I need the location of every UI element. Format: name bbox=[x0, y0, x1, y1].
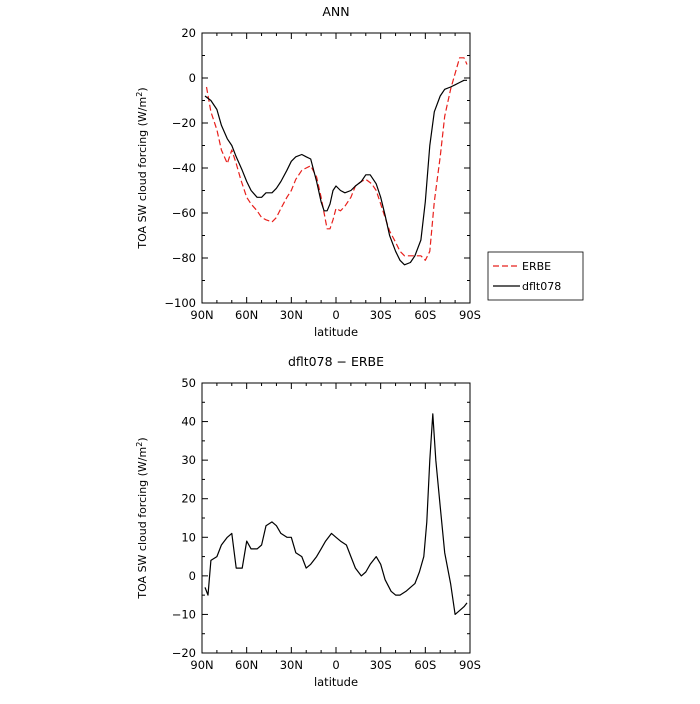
chart-1: ANN 90N 60N 30N 0 30S 60S 90S 20 0 −20 −40 −60 −80 −10… bbox=[135, 4, 584, 339]
x-tick-label: 60N bbox=[235, 308, 258, 322]
y-axis-label-close: ) bbox=[136, 437, 149, 441]
y-tick-label: −10 bbox=[172, 607, 196, 621]
y-tick-label: −60 bbox=[172, 206, 196, 220]
x-tick-label: 60S bbox=[414, 658, 436, 672]
x-tick-label: 90N bbox=[190, 658, 213, 672]
y-axis-label-superscript: 2 bbox=[135, 92, 144, 97]
y-tick-label: −80 bbox=[172, 251, 196, 265]
x-axis-label: latitude bbox=[314, 325, 358, 339]
y-axis-label: TOA SW cloud forcing (W/m2) bbox=[135, 87, 149, 249]
x-axis-label: latitude bbox=[314, 675, 358, 689]
y-tick-label: −20 bbox=[172, 116, 196, 130]
y-axis-label: TOA SW cloud forcing (W/m2) bbox=[135, 437, 149, 599]
plot-frame bbox=[201, 32, 471, 304]
chart-title: ANN bbox=[322, 4, 349, 19]
y-tick-label: 30 bbox=[181, 453, 196, 467]
x-tick-label: 30S bbox=[370, 658, 392, 672]
x-tick-label: 60N bbox=[235, 658, 258, 672]
legend-label-erbe: ERBE bbox=[522, 260, 551, 273]
y-tick-label: −20 bbox=[172, 646, 196, 660]
y-tick-label: 0 bbox=[189, 71, 196, 85]
x-tick-label: 60S bbox=[414, 308, 436, 322]
x-tick-label: 90S bbox=[459, 658, 481, 672]
series-line-dflt078 bbox=[204, 79, 467, 266]
plot-frame bbox=[201, 382, 471, 654]
y-axis-label-close: ) bbox=[136, 87, 149, 91]
chart-title: dflt078 − ERBE bbox=[288, 354, 384, 369]
series-line-erbe bbox=[205, 57, 468, 261]
x-tick-label: 0 bbox=[332, 308, 339, 322]
y-tick-label: −40 bbox=[172, 161, 196, 175]
y-tick-label: 40 bbox=[181, 415, 196, 429]
x-tick-label: 90S bbox=[459, 308, 481, 322]
legend: ERBE dflt078 bbox=[487, 251, 584, 301]
x-tick-label: 30N bbox=[280, 308, 303, 322]
x-tick-label: 30S bbox=[370, 308, 392, 322]
y-axis-label-superscript: 2 bbox=[135, 442, 144, 447]
y-tick-label: 20 bbox=[181, 26, 196, 40]
y-tick-label: −100 bbox=[164, 296, 196, 310]
x-tick-label: 0 bbox=[332, 658, 339, 672]
chart-2: dflt078 − ERBE 90N 60N 30N 0 30S 60S 90S 50 40 30 2… bbox=[135, 354, 481, 689]
y-tick-label: 50 bbox=[181, 376, 196, 390]
y-tick-label: 20 bbox=[181, 492, 196, 506]
y-axis-label-text: TOA SW cloud forcing (W/m bbox=[136, 97, 149, 250]
legend-box bbox=[487, 251, 584, 301]
legend-label-dflt078: dflt078 bbox=[522, 280, 561, 293]
y-tick-label: 10 bbox=[181, 530, 196, 544]
y-axis-label-text: TOA SW cloud forcing (W/m bbox=[136, 447, 149, 600]
x-tick-label: 30N bbox=[280, 658, 303, 672]
series-line-difference bbox=[204, 413, 468, 616]
x-tick-label: 90N bbox=[190, 308, 213, 322]
y-tick-label: 0 bbox=[189, 569, 196, 583]
